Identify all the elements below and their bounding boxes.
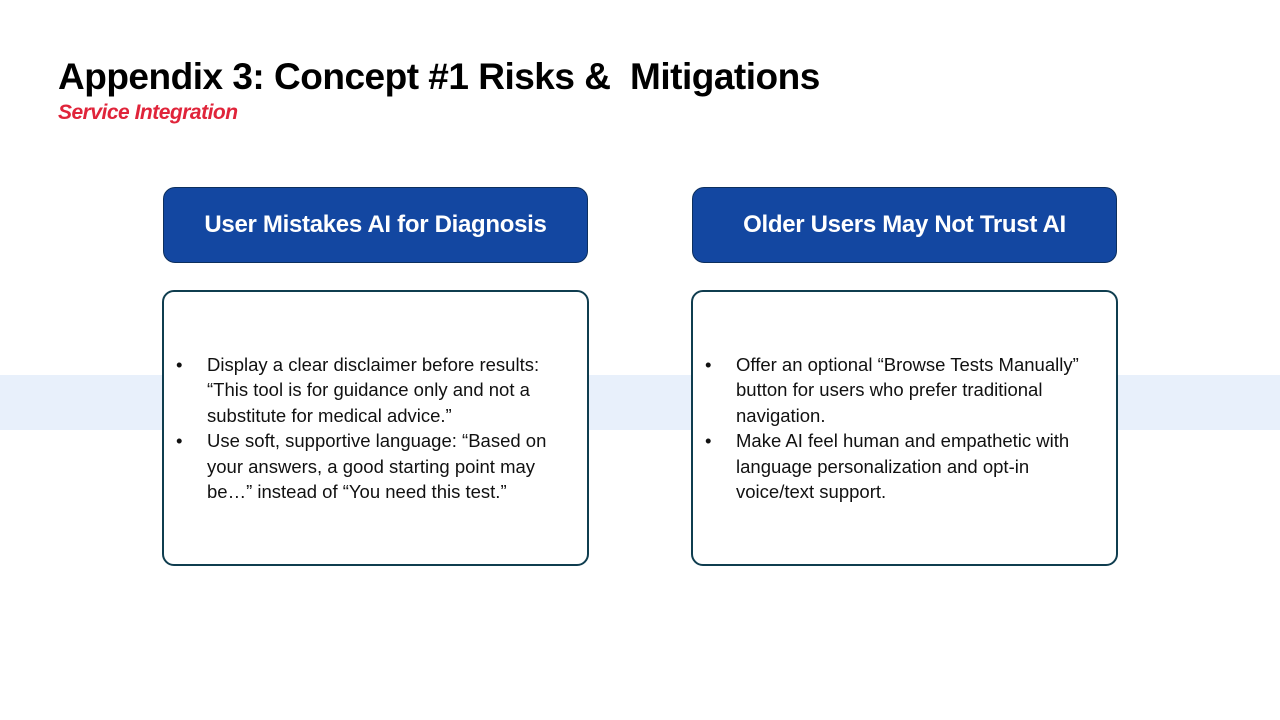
mitigation-text: Make AI feel human and empathetic with l…	[736, 430, 1070, 502]
list-item: • Make AI feel human and empathetic with…	[705, 428, 1104, 505]
bullet-icon: •	[176, 430, 183, 451]
bullet-icon: •	[705, 430, 712, 451]
bullet-icon: •	[176, 353, 183, 375]
risk-heading-box-1: User Mistakes AI for Diagnosis	[163, 187, 588, 263]
risk-heading-2: Older Users May Not Trust AI	[743, 211, 1066, 238]
risk-heading-box-2: Older Users May Not Trust AI	[692, 187, 1117, 263]
slide-subtitle: Service Integration	[58, 101, 238, 124]
list-item: • Offer an optional “Browse Tests Manual…	[705, 352, 1104, 429]
mitigation-text: Display a clear disclaimer before result…	[207, 353, 540, 426]
mitigation-list-2: • Offer an optional “Browse Tests Manual…	[693, 352, 1116, 505]
mitigation-text: Use soft, supportive language: “Based on…	[207, 430, 547, 502]
mitigation-box-1: • Display a clear disclaimer before resu…	[162, 290, 589, 566]
mitigation-text: Offer an optional “Browse Tests Manually…	[736, 353, 1079, 426]
mitigation-list-1: • Display a clear disclaimer before resu…	[164, 352, 587, 505]
slide-title: Appendix 3: Concept #1 Risks & Mitigatio…	[58, 56, 820, 97]
risk-heading-1: User Mistakes AI for Diagnosis	[204, 211, 547, 238]
mitigation-box-2: • Offer an optional “Browse Tests Manual…	[691, 290, 1118, 566]
bullet-icon: •	[705, 353, 712, 375]
list-item: • Use soft, supportive language: “Based …	[176, 428, 575, 505]
list-item: • Display a clear disclaimer before resu…	[176, 352, 575, 429]
